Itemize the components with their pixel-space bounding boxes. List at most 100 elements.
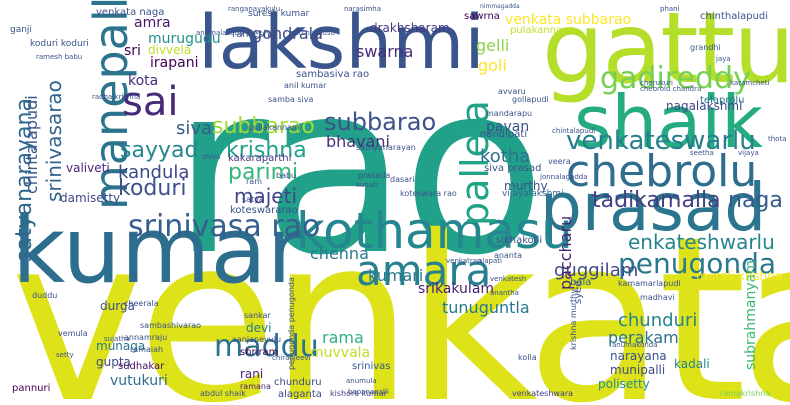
word-chintalapudi: chintalapudi <box>22 95 41 194</box>
word-ramaiah: ramaiah <box>130 345 164 354</box>
word-shriram: shriram <box>240 347 279 358</box>
word-ganji: ganji <box>10 25 32 35</box>
word-guggilam: guggilam <box>554 260 639 281</box>
word-venkata: venkata <box>10 187 790 405</box>
word-syed: syed <box>573 280 584 304</box>
word-ramesh-babu: ramesh babu <box>36 53 83 61</box>
word-murthy: murthy <box>504 179 548 193</box>
word-karamcheti: karamcheti <box>730 79 770 87</box>
word-chunduru: chunduru <box>274 377 322 388</box>
word-veera: veera <box>548 157 571 166</box>
word-prasad: prasad <box>540 169 767 246</box>
word-vijaya: vijaya <box>738 149 759 157</box>
word-sambasiva-rao: sambasiva rao <box>296 69 370 80</box>
word-rani: rani <box>240 367 264 381</box>
word-lakshmi: lakshmi <box>198 0 485 86</box>
word-drakhsharam: drakhsharam <box>370 21 450 35</box>
word-chebrolu-chandra: chebrolu chandra <box>640 85 702 93</box>
word-durga: durga <box>100 299 135 313</box>
word-ranganayakulu: ranganayakulu <box>228 5 281 13</box>
word-anumakonda: anumakonda <box>612 341 658 349</box>
word-penugonda-penugonda: penugonda penugonda <box>287 277 296 370</box>
word-ananta: ananta <box>494 251 522 260</box>
word-chunduri: chunduri <box>618 310 698 331</box>
word-koteswararao: koteswararao <box>230 205 298 216</box>
word-nagalakshmi: nagalakshmi <box>666 99 743 113</box>
word-krishna: krishna <box>226 138 307 163</box>
word-ramana: ramana <box>240 382 271 391</box>
word-valiveti: valiveti <box>66 161 110 175</box>
word-anumula: anumula <box>346 377 377 385</box>
word-anantha: anantha <box>490 289 519 297</box>
word-srinivasarao: srinivasarao <box>42 80 66 202</box>
word-dasari: dasari <box>390 175 415 184</box>
word-satya: satya <box>242 195 264 204</box>
word-narayana: narayana <box>610 349 667 363</box>
word-nimmagadda: nimmagadda <box>480 3 520 10</box>
word-prasada: prasada <box>358 171 391 180</box>
word-rao: rao <box>172 32 546 307</box>
word-perakam: perakam <box>608 328 679 347</box>
word-sawrna: sawrna <box>464 11 500 22</box>
word-sikhakolli: sikhakolli <box>496 235 543 246</box>
word-chiranjeevi: chiranjeevi <box>272 354 311 362</box>
word-swarna: swarna <box>356 42 414 61</box>
word-sri: sri <box>124 43 141 59</box>
word-kunalt: kunalt <box>356 181 378 189</box>
word-chinthalapudi: chinthalapudi <box>700 11 769 22</box>
word-irapani: irapani <box>150 55 199 71</box>
word-subbarao: subbarao <box>324 108 437 136</box>
word-vijayalakshmi: vijayalakshmi <box>502 189 564 199</box>
word-ram: ram <box>246 177 262 186</box>
word-kandula: kandula <box>118 162 190 183</box>
word-shaik: shaik <box>574 80 763 164</box>
word-kumari: kumari <box>368 266 424 285</box>
word-avvaru: avvaru <box>498 87 526 96</box>
word-chintalapudi-small: chintalapudi <box>552 127 596 135</box>
word-venkatesh: venkatesh <box>490 275 527 283</box>
word-vemula: vemula <box>58 329 88 338</box>
word-majeti: majeti <box>234 184 297 208</box>
word-maddu: maddu <box>214 329 319 364</box>
word-ramesh: ramesh <box>232 29 270 40</box>
word-pannuri: pannuri <box>12 383 51 394</box>
word-gattu: gattu <box>542 0 790 106</box>
word-gupta: gupta <box>96 355 131 369</box>
word-kolla: kolla <box>518 353 537 362</box>
word-kotha: kotha <box>480 146 531 167</box>
word-siva: siva <box>176 118 213 139</box>
word-sayyad: sayyad <box>120 138 199 163</box>
word-anumalasetty: anumalasetty <box>196 29 245 37</box>
word-venkata-subbarao: venkata subbarao <box>505 12 632 28</box>
word-seetha: seetha <box>690 149 714 157</box>
word-gondrala: gondrala <box>252 24 323 43</box>
word-devi: devi <box>246 321 272 335</box>
word-srinivas: srinivas <box>352 361 391 372</box>
word-kakaraparthi: kakaraparthi <box>228 153 292 164</box>
word-sai: sai <box>122 79 179 125</box>
word-chenna: chenna <box>310 244 369 263</box>
word-shiva: shiva <box>202 153 221 161</box>
word-muvvala: muvvala <box>310 345 371 361</box>
word-suresh-kumar: suresh kumar <box>248 9 310 19</box>
word-bapanapalli: bapanapalli <box>348 388 389 396</box>
word-koduri-koduri: koduri koduri <box>30 39 89 49</box>
word-narasimha: narasimha <box>344 5 382 13</box>
word-kadali: kadali <box>674 357 710 371</box>
word-kumar: kumar <box>12 197 305 304</box>
word-setty: setty <box>56 351 74 359</box>
word-mandarapu: mandarapu <box>486 109 533 118</box>
word-venkateshwara: venkateshwara <box>512 389 574 398</box>
word-ramakrishna: ramakrishna <box>720 389 771 398</box>
word-amara: amara <box>356 246 492 295</box>
word-jaya: jaya <box>716 55 731 63</box>
word-goli: goli <box>478 56 507 75</box>
word-koteswara-rao: koteswara rao <box>400 189 457 198</box>
word-cheerala: cheerala <box>124 299 159 308</box>
word-enkateshwarlu: enkateshwarlu <box>628 230 775 254</box>
word-siva-prasad: siva prasad <box>484 163 542 174</box>
word-sankar: sankar <box>244 311 271 320</box>
word-pavan: pavan <box>486 119 530 135</box>
word-thota: thota <box>768 135 787 143</box>
word-aanjaneyulu: aanjaneyulu <box>232 335 282 344</box>
